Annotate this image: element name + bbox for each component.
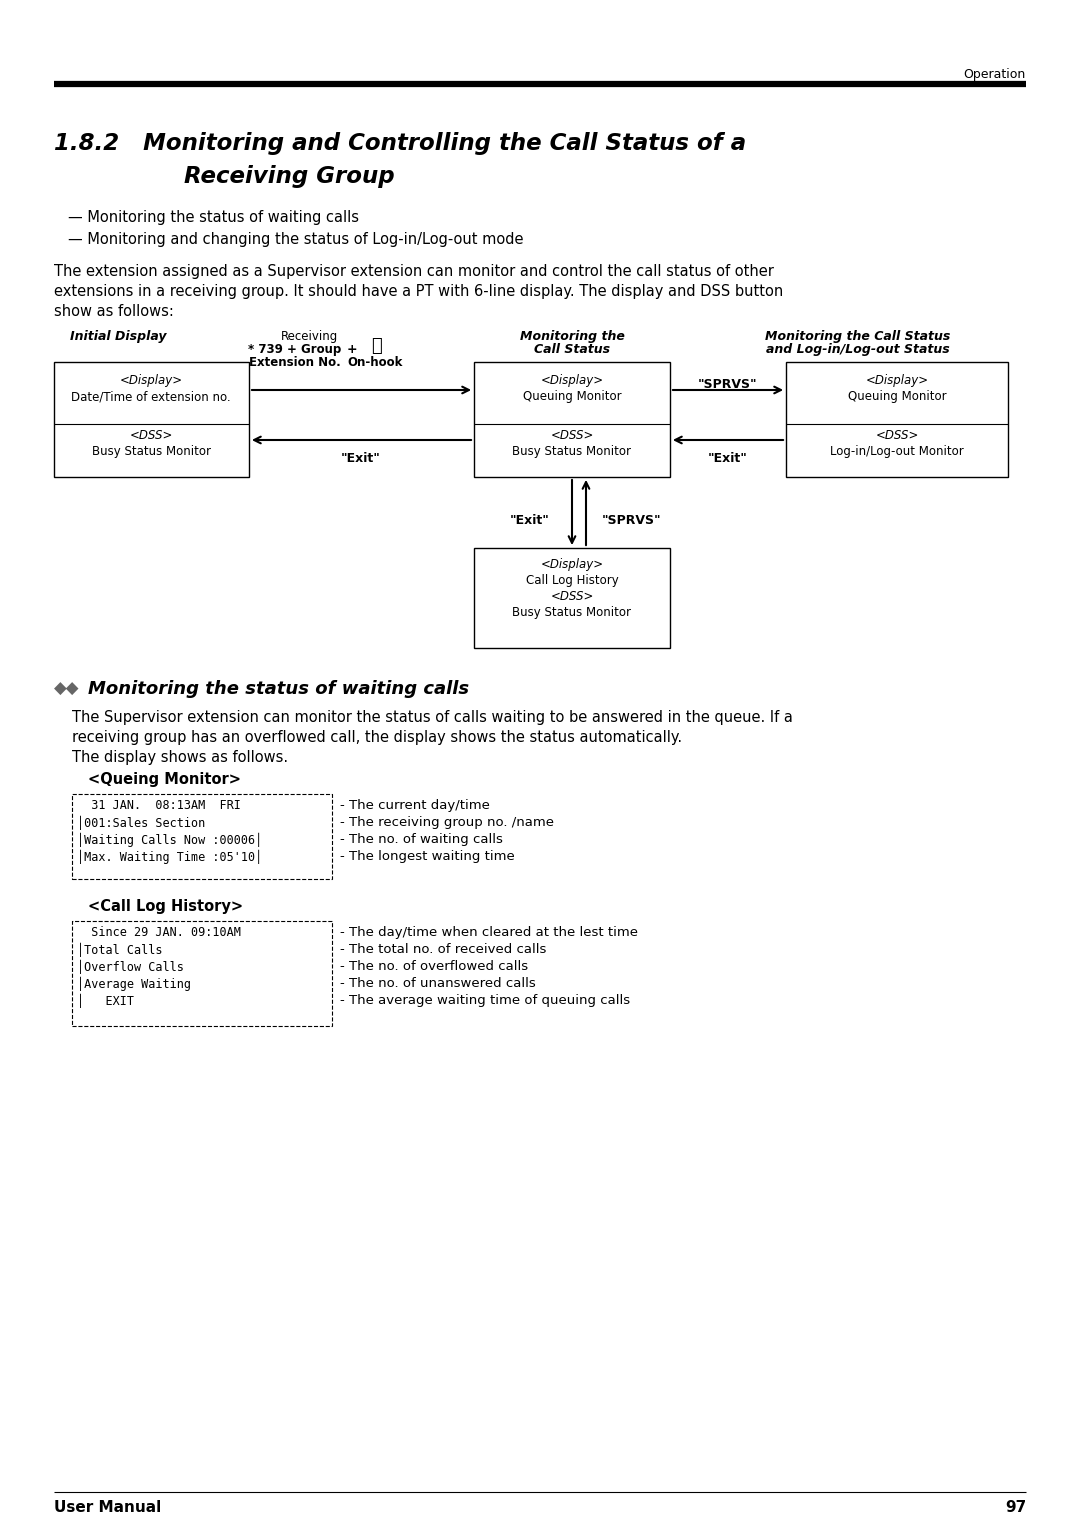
Text: <DSS>: <DSS> xyxy=(875,429,919,442)
Text: <DSS>: <DSS> xyxy=(551,429,594,442)
Text: 97: 97 xyxy=(1004,1500,1026,1514)
Text: The display shows as follows.: The display shows as follows. xyxy=(72,750,288,766)
Text: Queuing Monitor: Queuing Monitor xyxy=(848,390,946,403)
Text: The Supervisor extension can monitor the status of calls waiting to be answered : The Supervisor extension can monitor the… xyxy=(72,711,793,724)
Text: "Exit": "Exit" xyxy=(341,452,381,465)
Bar xyxy=(54,362,249,477)
Text: - The no. of overflowed calls: - The no. of overflowed calls xyxy=(340,960,528,973)
Text: <Display>: <Display> xyxy=(540,374,604,387)
Text: - The receiving group no. /name: - The receiving group no. /name xyxy=(340,816,554,830)
Text: Busy Status Monitor: Busy Status Monitor xyxy=(92,445,211,458)
Text: Receiving: Receiving xyxy=(282,330,339,342)
Text: <Display>: <Display> xyxy=(120,374,183,387)
Text: <DSS>: <DSS> xyxy=(130,429,173,442)
Text: - The total no. of received calls: - The total no. of received calls xyxy=(340,943,546,957)
Text: - The no. of waiting calls: - The no. of waiting calls xyxy=(340,833,503,847)
Text: +: + xyxy=(347,342,357,356)
Text: - The longest waiting time: - The longest waiting time xyxy=(340,850,515,863)
Text: "Exit": "Exit" xyxy=(708,452,748,465)
Text: Busy Status Monitor: Busy Status Monitor xyxy=(513,445,632,458)
Text: │Overflow Calls: │Overflow Calls xyxy=(77,960,184,975)
Text: Initial Display: Initial Display xyxy=(70,330,166,342)
Text: <DSS>: <DSS> xyxy=(551,590,594,604)
Text: ◆◆: ◆◆ xyxy=(54,680,80,698)
Text: Call Log History: Call Log History xyxy=(526,575,619,587)
Text: │Total Calls: │Total Calls xyxy=(77,943,162,957)
Text: Since 29 JAN. 09:10AM: Since 29 JAN. 09:10AM xyxy=(77,926,241,940)
Text: - The day/time when cleared at the lest time: - The day/time when cleared at the lest … xyxy=(340,926,638,940)
Text: <Queing Monitor>: <Queing Monitor> xyxy=(87,772,241,787)
Text: Monitoring the: Monitoring the xyxy=(519,330,624,342)
Text: Extension No.: Extension No. xyxy=(249,356,341,368)
Text: │Average Waiting: │Average Waiting xyxy=(77,976,191,992)
Text: Log-in/Log-out Monitor: Log-in/Log-out Monitor xyxy=(831,445,963,458)
Text: │   EXIT: │ EXIT xyxy=(77,995,134,1008)
Bar xyxy=(72,795,332,879)
Text: - The no. of unanswered calls: - The no. of unanswered calls xyxy=(340,976,536,990)
Text: - The current day/time: - The current day/time xyxy=(340,799,490,811)
Text: 31 JAN.  08:13AM  FRI: 31 JAN. 08:13AM FRI xyxy=(77,799,241,811)
Bar xyxy=(474,549,670,648)
Text: — Monitoring the status of waiting calls: — Monitoring the status of waiting calls xyxy=(68,209,359,225)
Text: 📞: 📞 xyxy=(370,338,381,354)
Bar xyxy=(474,362,670,477)
Text: Call Status: Call Status xyxy=(534,342,610,356)
Text: receiving group has an overflowed call, the display shows the status automatical: receiving group has an overflowed call, … xyxy=(72,730,683,746)
Text: "SPRVS": "SPRVS" xyxy=(602,513,662,527)
Text: Queuing Monitor: Queuing Monitor xyxy=(523,390,621,403)
Text: User Manual: User Manual xyxy=(54,1500,161,1514)
Text: — Monitoring and changing the status of Log-in/Log-out mode: — Monitoring and changing the status of … xyxy=(68,232,524,248)
Text: 1.8.2   Monitoring and Controlling the Call Status of a: 1.8.2 Monitoring and Controlling the Cal… xyxy=(54,131,746,154)
Text: <Display>: <Display> xyxy=(540,558,604,571)
Text: <Display>: <Display> xyxy=(865,374,929,387)
Text: │Waiting Calls Now :00006│: │Waiting Calls Now :00006│ xyxy=(77,833,262,847)
Text: extensions in a receiving group. It should have a PT with 6-line display. The di: extensions in a receiving group. It shou… xyxy=(54,284,783,299)
Text: On-hook: On-hook xyxy=(348,356,403,368)
Text: Monitoring the Call Status: Monitoring the Call Status xyxy=(766,330,950,342)
Text: * 739 + Group: * 739 + Group xyxy=(248,342,341,356)
Text: Busy Status Monitor: Busy Status Monitor xyxy=(513,607,632,619)
Text: │Max. Waiting Time :05'10│: │Max. Waiting Time :05'10│ xyxy=(77,850,262,865)
Text: Date/Time of extension no.: Date/Time of extension no. xyxy=(71,390,231,403)
Text: Receiving Group: Receiving Group xyxy=(184,165,394,188)
Bar xyxy=(786,362,1008,477)
Text: "Exit": "Exit" xyxy=(510,513,550,527)
Bar xyxy=(72,921,332,1025)
Text: and Log-in/Log-out Status: and Log-in/Log-out Status xyxy=(766,342,950,356)
Text: - The average waiting time of queuing calls: - The average waiting time of queuing ca… xyxy=(340,995,630,1007)
Text: Monitoring the status of waiting calls: Monitoring the status of waiting calls xyxy=(87,680,469,698)
Text: <Call Log History>: <Call Log History> xyxy=(87,898,243,914)
Text: │001:Sales Section: │001:Sales Section xyxy=(77,816,205,830)
Text: Operation: Operation xyxy=(963,69,1026,81)
Text: "SPRVS": "SPRVS" xyxy=(698,377,758,391)
Text: show as follows:: show as follows: xyxy=(54,304,174,319)
Text: The extension assigned as a Supervisor extension can monitor and control the cal: The extension assigned as a Supervisor e… xyxy=(54,264,774,280)
